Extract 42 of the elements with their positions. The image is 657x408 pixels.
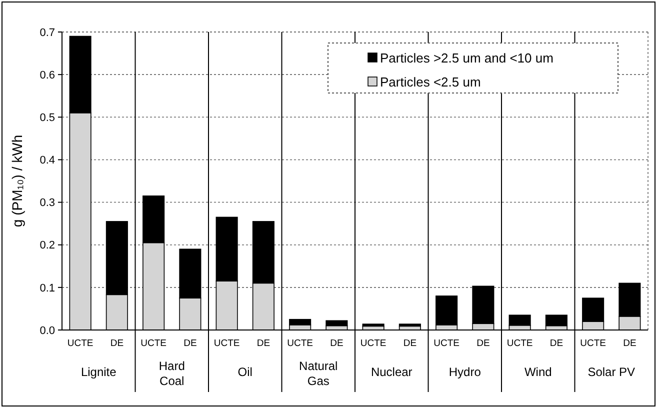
x-tick-label: DE: [550, 338, 564, 349]
x-tick-label: UCTE: [360, 338, 386, 349]
bar: [508, 314, 531, 326]
y-tick-label: 0.3: [40, 197, 55, 210]
x-tick-label: DE: [476, 338, 490, 349]
text: Solar PV: [588, 365, 636, 379]
x-tick-label: DE: [184, 338, 197, 349]
y-tick-label: 0.0: [40, 324, 55, 337]
y-tick-label: 0.6: [40, 69, 55, 82]
bar: [362, 324, 384, 327]
y-axis-title: g (PM₁₀) / kWh: [9, 134, 25, 228]
x-tick-label: UCTE: [140, 338, 166, 349]
x-tick-label: UCTE: [67, 338, 94, 349]
text: Wind: [524, 365, 552, 379]
y-tick-label: 0.7: [40, 26, 55, 39]
x-tick-label: UCTE: [580, 338, 606, 349]
x-tick-label: UCTE: [287, 338, 313, 349]
bar: [326, 320, 348, 326]
text: Hard Coal: [158, 359, 185, 388]
y-tick-label: 0.4: [40, 154, 55, 167]
text: Lignite: [80, 365, 117, 379]
y-tick-label: 0.1: [40, 282, 55, 294]
legend-label: Particles <2.5 um: [380, 74, 481, 90]
text: Oil: [238, 365, 252, 379]
bar: [289, 318, 312, 326]
x-tick-label: UCTE: [434, 338, 460, 349]
x-tick-label: DE: [110, 338, 124, 349]
x-tick-label: UCTE: [214, 338, 240, 349]
y-tick-label: 0.5: [40, 112, 55, 124]
text: Nuclear: [370, 365, 412, 379]
x-tick-label: DE: [330, 338, 344, 349]
y-tick-label: 0.2: [40, 240, 55, 252]
x-tick-label: DE: [623, 338, 636, 349]
x-tick-label: DE: [403, 338, 417, 349]
x-tick-label: UCTE: [506, 338, 533, 349]
text: Natural Gas: [299, 359, 338, 388]
text: Hydro: [448, 365, 482, 379]
x-tick-label: DE: [256, 338, 270, 349]
legend-label: Particles >2.5 um and <10 um: [380, 50, 554, 66]
bar: [545, 314, 568, 326]
bar: [436, 296, 458, 326]
bar: [398, 324, 421, 327]
